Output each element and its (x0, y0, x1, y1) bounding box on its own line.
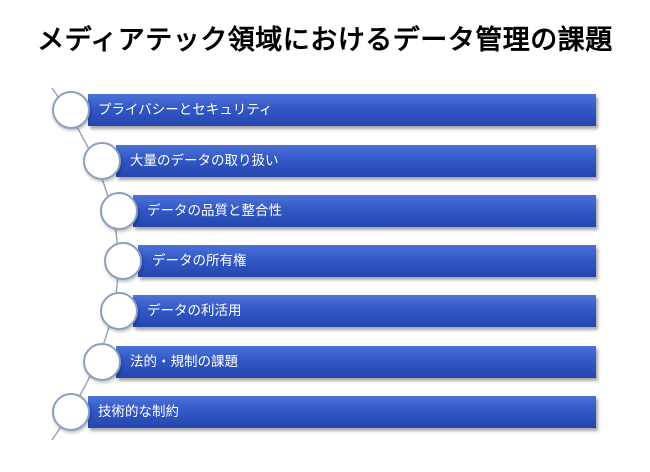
item-circle-5 (100, 292, 138, 330)
item-bar-3: データの品質と整合性 (133, 195, 596, 227)
item-label-3: データの品質と整合性 (147, 203, 282, 219)
item-label-2: 大量のデータの取り扱い (130, 153, 279, 169)
item-circle-2 (83, 142, 121, 180)
item-bar-6: 法的・規制の課題 (116, 346, 596, 378)
item-circle-1 (52, 91, 90, 129)
item-label-5: データの利活用 (147, 303, 242, 319)
item-bar-1: プライバシーとセキュリティ (88, 94, 596, 126)
item-circle-6 (83, 343, 121, 381)
item-label-4: データの所有権 (152, 253, 247, 269)
item-circle-4 (104, 242, 142, 280)
item-label-7: 技術的な制約 (98, 404, 179, 420)
item-bar-2: 大量のデータの取り扱い (116, 145, 596, 177)
page-title: メディアテック領域におけるデータ管理の課題 (37, 25, 613, 56)
item-circle-7 (52, 393, 90, 431)
item-circle-3 (100, 192, 138, 230)
item-bar-7: 技術的な制約 (88, 396, 596, 428)
item-bar-5: データの利活用 (133, 295, 596, 327)
item-label-6: 法的・規制の課題 (130, 354, 238, 370)
item-bar-4: データの所有権 (138, 245, 596, 277)
item-label-1: プライバシーとセキュリティ (98, 102, 273, 118)
